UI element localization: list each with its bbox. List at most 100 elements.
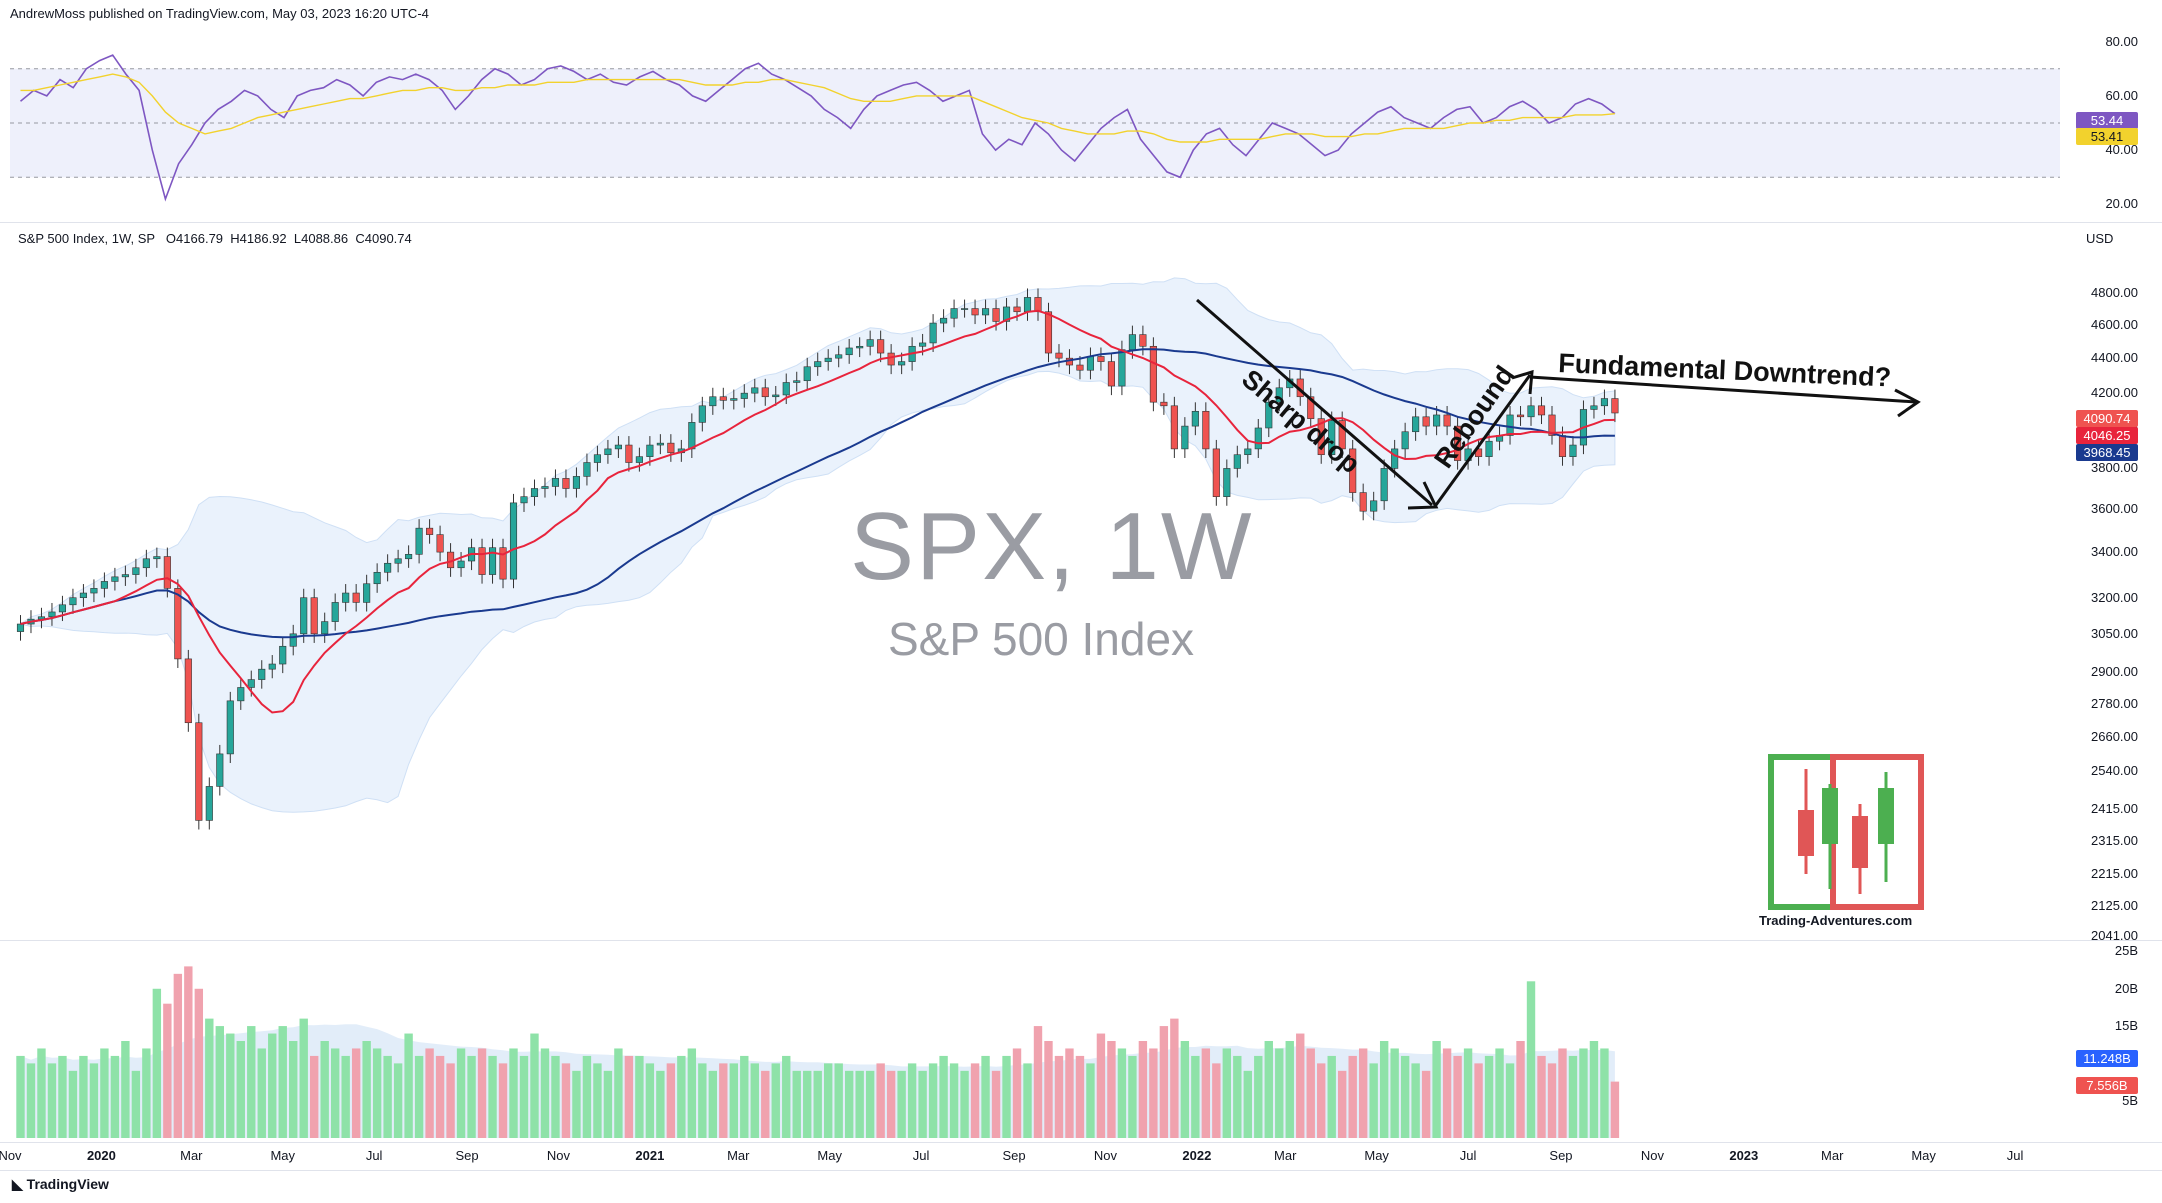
volume-bar [834,1063,843,1138]
volume-bar [1505,1063,1515,1138]
panel-divider[interactable] [0,940,2162,941]
volume-bar [687,1048,697,1138]
candle-bear [1044,311,1053,354]
candle-bull [205,786,213,821]
candle-bull [1265,401,1273,429]
candle-bull [929,322,937,344]
downtrend-label: Fundamental Downtrend? [1558,348,1892,392]
volume-bar [1484,1055,1494,1138]
volume-bar [792,1070,801,1138]
volume-bar [383,1055,392,1138]
volume-bar [509,1048,518,1138]
candle-bull [1191,410,1199,427]
volume-bar [1117,1048,1127,1138]
volume-bar [215,1026,224,1138]
volume-bar [1516,1041,1525,1138]
candle-bull [1569,444,1577,457]
volume-bar [341,1055,350,1138]
panel-divider[interactable] [0,222,2162,223]
candle-bear [426,527,434,535]
price-tick-label: 2660.00 [2091,728,2138,744]
candle-bull [572,476,580,489]
candle-bull [593,454,601,463]
time-tick-label: May [1364,1148,1389,1163]
volume-bar [593,1063,602,1138]
candle-bull [1370,500,1378,512]
candle-bull [268,663,276,670]
volume-bar [1537,1055,1546,1138]
ma-fast-line [20,309,1615,714]
candle-bull [1391,448,1399,469]
candle-bull [321,621,329,635]
candle-bear [1013,306,1021,313]
ohlc-high: H4186.92 [230,231,287,246]
rebound-arrowhead [1511,369,1534,395]
volume-bar [656,1070,665,1138]
bollinger-band [19,277,1616,813]
candle-bear [1307,396,1315,419]
brand-name: Trading-Adventures.com [1759,913,1913,928]
volume-bar [68,1070,78,1138]
currency-label: USD [2086,231,2114,246]
candle-bull [394,558,402,564]
volume-bar [540,1048,550,1138]
candle-bull [950,308,958,319]
volume-bar [1400,1055,1410,1138]
candle-bull [530,488,539,497]
candle-bear [877,339,885,354]
volume-bar [939,1055,948,1138]
candle-bull [604,448,612,456]
volume-bar [1243,1070,1252,1138]
volume-bar [1002,1055,1011,1138]
volume-bar [1379,1041,1389,1138]
time-tick-label: Mar [1274,1148,1297,1163]
candle-bull [740,392,748,399]
time-tick-label: Jul [1460,1148,1477,1163]
candle-bull [646,444,654,457]
candle-bull [520,496,528,504]
tradingview-footer-logo[interactable]: ◣ TradingView [12,1176,109,1193]
candle-bear [478,547,486,575]
footer-bar [0,1170,2162,1203]
candle-bull [866,339,874,347]
price-tick-label: 2215.00 [2091,866,2138,882]
candle-bear [1160,401,1168,407]
candle-bear [719,396,727,401]
volume-bar [1212,1063,1221,1138]
volume-bar [1033,1026,1043,1138]
candle-bull [69,597,77,606]
chart-canvas[interactable]: Sharp drop Rebound Fundamental Downtrend? … [0,0,2162,1170]
candle-bull [698,405,706,423]
volume-bar [1358,1048,1368,1138]
volume-bar [855,1070,864,1138]
volume-bar [771,1063,780,1138]
symbol-legend[interactable]: S&P 500 Index, 1W, SP O4166.79 H4186.92 … [18,231,412,246]
price-tick-label: 3200.00 [2091,589,2138,605]
candle-bull [961,308,969,310]
candle-bull [551,478,560,487]
time-tick-label: Nov [547,1148,571,1163]
volume-bar [1463,1048,1473,1138]
candle-bear [1611,398,1619,414]
candle-bull [898,361,906,366]
time-tick-label: Sep [455,1148,478,1163]
volume-bar [131,1070,141,1138]
time-tick-label: Mar [180,1148,203,1163]
volume-bar [1327,1055,1336,1138]
volume-bar [561,1063,571,1138]
volume-bar [865,1070,875,1138]
candle-bear [1422,416,1430,427]
volume-bar [477,1048,487,1138]
volume-bar [1075,1055,1085,1138]
volume-bar [404,1033,413,1138]
volume-bar [1547,1063,1557,1138]
candle-bull [919,342,927,347]
volume-bar [1149,1048,1158,1138]
watermark-ticker: SPX, 1W [850,493,1254,600]
candle-bull [782,382,790,396]
candle-bull [1002,306,1011,322]
candle-bull [457,560,465,569]
volume-bar [268,1033,277,1138]
candle-bull [331,602,339,622]
candle-bear [761,387,769,398]
